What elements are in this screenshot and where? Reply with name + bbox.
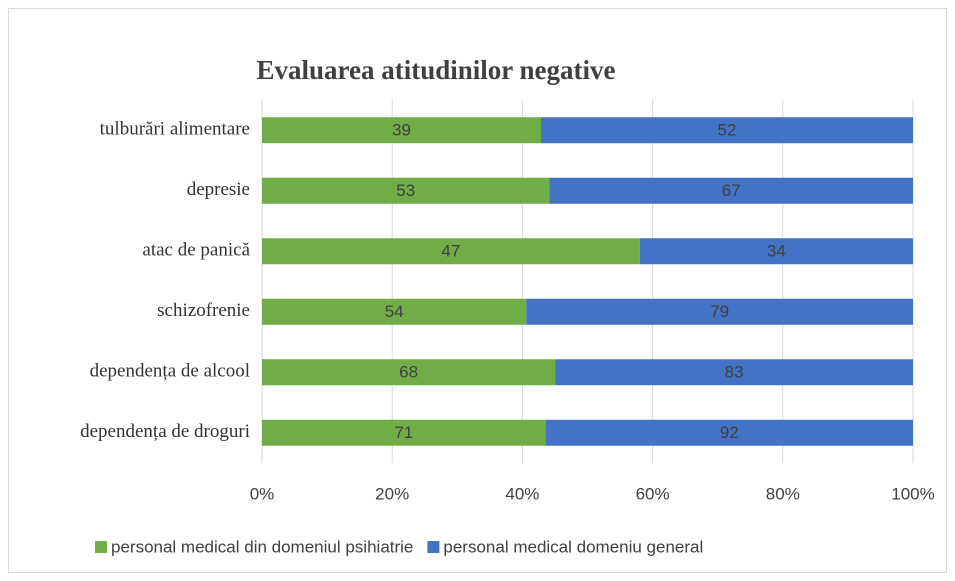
bar-segment bbox=[262, 177, 550, 204]
chart-title: Evaluarea atitudinilor negative bbox=[256, 55, 615, 85]
y-tick-label: tulburări alimentare bbox=[100, 119, 250, 140]
data-label: 47 bbox=[441, 242, 460, 261]
y-tick-label: schizofrenie bbox=[157, 300, 250, 321]
bar-segment bbox=[262, 359, 556, 386]
bar-segment bbox=[549, 177, 913, 204]
x-tick-label: 20% bbox=[375, 484, 409, 503]
data-label: 68 bbox=[399, 363, 418, 382]
x-tick-label: 60% bbox=[636, 484, 670, 503]
legend-label: personal medical din domeniul psihiatrie bbox=[111, 537, 413, 556]
y-tick-label: dependența de droguri bbox=[80, 421, 250, 442]
bar-segment bbox=[262, 419, 546, 446]
x-tick-label: 100% bbox=[891, 484, 934, 503]
data-label: 54 bbox=[385, 302, 404, 321]
y-tick-label: depresie bbox=[187, 179, 250, 200]
bar-segment bbox=[545, 419, 913, 446]
data-label: 52 bbox=[718, 121, 737, 140]
data-label: 39 bbox=[392, 121, 411, 140]
bar-segment bbox=[526, 298, 913, 325]
data-label: 67 bbox=[722, 181, 741, 200]
legend-swatch bbox=[95, 541, 107, 553]
x-tick-label: 40% bbox=[505, 484, 539, 503]
x-tick-label: 0% bbox=[250, 484, 275, 503]
legend-swatch bbox=[427, 541, 440, 553]
bar-segment bbox=[262, 238, 640, 265]
data-label: 34 bbox=[767, 242, 786, 261]
bar-segment bbox=[541, 117, 913, 144]
y-tick-label: atac de panică bbox=[142, 240, 250, 261]
legend-label: personal medical domeniu general bbox=[443, 537, 703, 556]
chart-border bbox=[8, 8, 947, 573]
data-label: 71 bbox=[394, 423, 413, 442]
data-label: 53 bbox=[396, 181, 415, 200]
x-tick-label: 80% bbox=[766, 484, 800, 503]
data-label: 83 bbox=[725, 363, 744, 382]
data-label: 92 bbox=[720, 423, 739, 442]
bar-segment bbox=[262, 298, 527, 325]
data-label: 79 bbox=[710, 302, 729, 321]
y-tick-label: dependența de alcool bbox=[90, 361, 250, 382]
bar-segment bbox=[262, 117, 541, 144]
bar-segment bbox=[555, 359, 913, 386]
bar-segment bbox=[639, 238, 913, 265]
